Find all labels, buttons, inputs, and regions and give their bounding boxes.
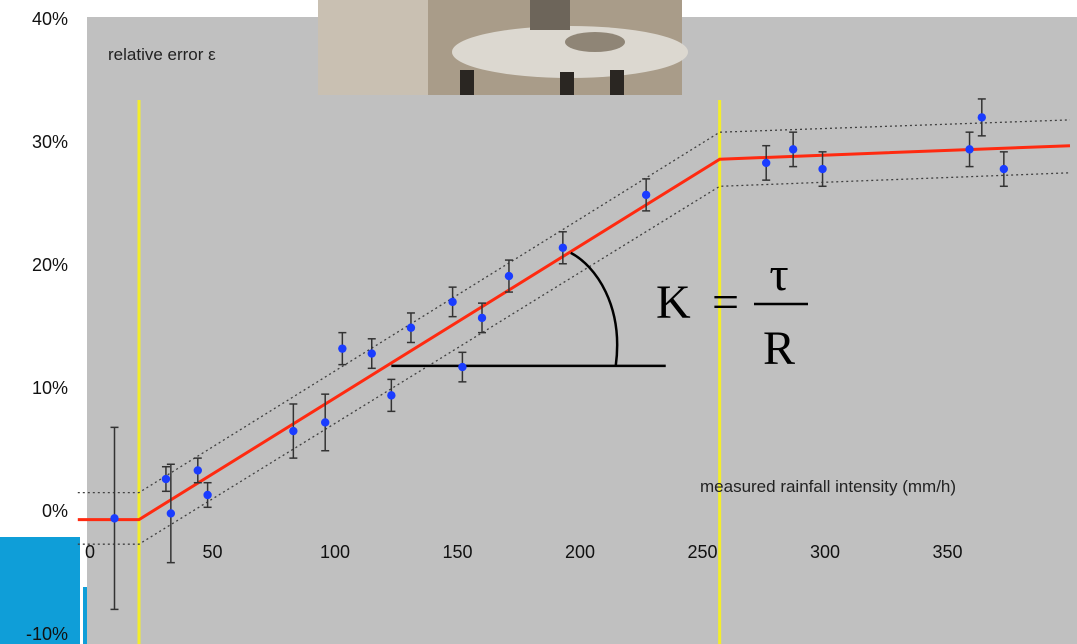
slope-marker bbox=[391, 251, 666, 368]
x-axis-label: measured rainfall intensity (mm/h) bbox=[700, 477, 956, 496]
instrument-photo bbox=[318, 0, 688, 95]
data-point-1 bbox=[110, 514, 119, 523]
upper-band bbox=[77, 119, 1071, 494]
y-tick-label: 30% bbox=[32, 132, 68, 152]
formula-equals: = bbox=[712, 276, 739, 329]
data-point-10 bbox=[387, 391, 396, 400]
data-point-17 bbox=[641, 190, 651, 200]
formula-lhs: K bbox=[656, 276, 691, 329]
fit-line-group bbox=[77, 144, 1071, 522]
y-tick-label: 0% bbox=[42, 501, 68, 521]
confidence-bands bbox=[77, 119, 1071, 545]
x-tick-label: 350 bbox=[932, 542, 962, 562]
y-tick-label: 10% bbox=[32, 378, 68, 398]
data-point-19 bbox=[788, 145, 798, 154]
data-point-14 bbox=[477, 313, 487, 323]
x-tick-label: 300 bbox=[810, 542, 840, 562]
data-point-22 bbox=[977, 113, 986, 122]
data-point-12 bbox=[448, 297, 457, 307]
data-point-4 bbox=[193, 466, 202, 475]
plot-area bbox=[87, 17, 1077, 644]
data-point-11 bbox=[406, 323, 416, 332]
y-axis-label: relative error ε bbox=[108, 45, 216, 64]
data-point-2 bbox=[161, 474, 171, 484]
x-tick-label: 0 bbox=[85, 542, 95, 562]
slope-arc bbox=[570, 251, 619, 367]
data-point-8 bbox=[338, 344, 347, 353]
data-point-15 bbox=[504, 271, 514, 281]
data-points bbox=[110, 98, 1009, 611]
lower-band bbox=[77, 172, 1071, 545]
y-tick-label: -10% bbox=[26, 624, 68, 644]
slope-formula: K = τ R bbox=[656, 248, 808, 375]
data-point-18 bbox=[762, 158, 771, 168]
formula-numerator: τ bbox=[769, 248, 788, 301]
data-point-20 bbox=[818, 164, 827, 174]
x-tick-label: 250 bbox=[687, 542, 717, 562]
vertical-markers bbox=[137, 100, 722, 644]
data-point-13 bbox=[458, 362, 467, 372]
data-point-23 bbox=[999, 164, 1009, 174]
x-tick-label: 200 bbox=[565, 542, 595, 562]
x-tick-label: 50 bbox=[202, 542, 222, 562]
data-point-3 bbox=[166, 509, 176, 518]
y-tick-label: 40% bbox=[32, 9, 68, 29]
data-point-16 bbox=[558, 243, 568, 252]
x-tick-label: 100 bbox=[320, 542, 350, 562]
data-point-6 bbox=[289, 426, 298, 436]
fit-line bbox=[77, 144, 1071, 522]
x-tick-label: 150 bbox=[442, 542, 472, 562]
data-point-9 bbox=[367, 349, 376, 358]
data-point-7 bbox=[321, 418, 330, 427]
y-tick-labels: -10% 0% 10% 20% 30% 40% bbox=[26, 9, 68, 644]
y-tick-label: 20% bbox=[32, 255, 68, 275]
data-point-5 bbox=[203, 490, 212, 500]
data-point-21 bbox=[965, 145, 974, 154]
x-tick-labels: 0 50 100 150 200 250 300 350 bbox=[85, 542, 963, 562]
formula-denominator: R bbox=[763, 322, 795, 375]
